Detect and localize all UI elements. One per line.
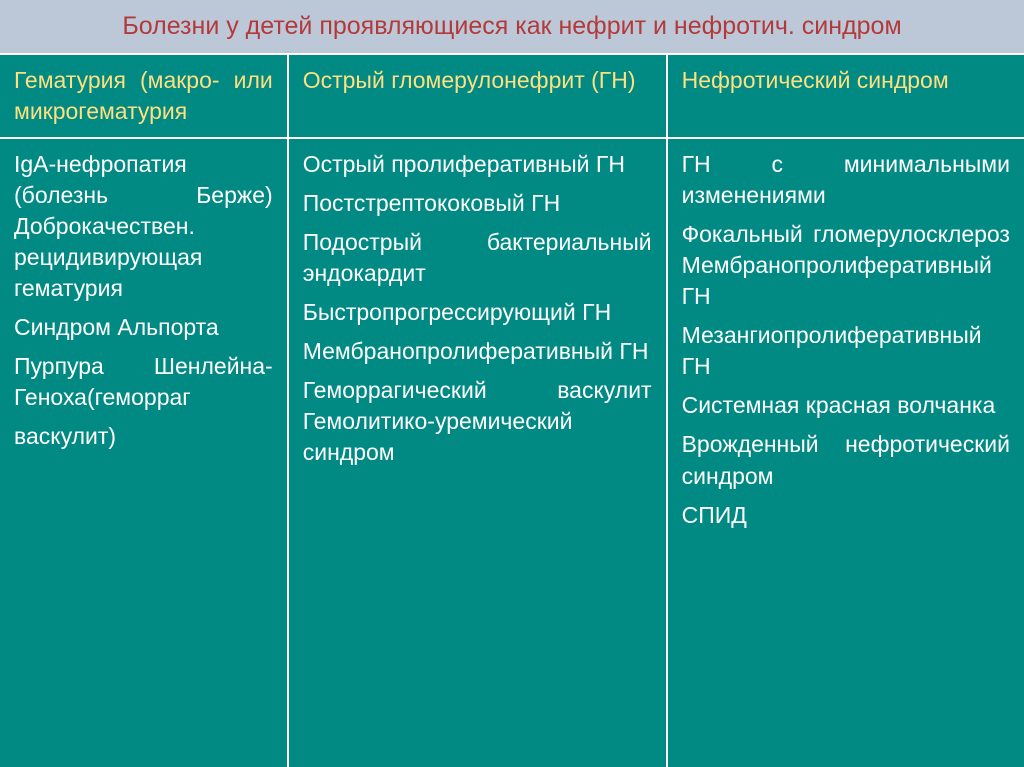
list-item: Системная красная волчанка: [682, 390, 1010, 421]
list-item: Синдром Альпорта: [14, 312, 273, 343]
list-item: Фокальный гломерулосклероз Мембранопроли…: [682, 219, 1010, 312]
table-header-col2: Острый гломерулонефрит (ГН): [287, 53, 666, 139]
table-body-col2: Острый пролиферативный ГН Постстрептококо…: [287, 139, 666, 767]
table-body-col1: IgА-нефропатия (болезнь Берже) Доброкаче…: [0, 139, 287, 767]
list-item: Мембранопролиферативный ГН: [303, 336, 652, 367]
table-header-col1: Гематурия (макро- или микрогематурия: [0, 53, 287, 139]
list-item: Острый пролиферативный ГН: [303, 149, 652, 180]
table-body-col3: ГН с минимальными изменениями Фокальный г…: [666, 139, 1024, 767]
list-item: васкулит): [14, 421, 273, 452]
slide: Болезни у детей проявляющиеся как нефрит…: [0, 0, 1024, 767]
comparison-table: Гематурия (макро- или микрогематурия Ост…: [0, 53, 1024, 767]
list-item: IgА-нефропатия (болезнь Берже) Доброкаче…: [14, 149, 273, 304]
list-item: Быстропрогрессирующий ГН: [303, 297, 652, 328]
list-item: Геморрагический васкулит Гемолитико-урем…: [303, 375, 652, 468]
list-item: Подострый бактериальный эндокардит: [303, 227, 652, 289]
table-header-col3: Нефротический синдром: [666, 53, 1024, 139]
list-item: ГН с минимальными изменениями: [682, 149, 1010, 211]
list-item: Врожденный нефротический синдром: [682, 429, 1010, 491]
list-item: Пурпура Шенлейна-Геноха(геморраг: [14, 351, 273, 413]
list-item: Мезангиопролиферативный ГН: [682, 320, 1010, 382]
list-item: СПИД: [682, 500, 1010, 531]
list-item: Постстрептококовый ГН: [303, 188, 652, 219]
slide-title: Болезни у детей проявляющиеся как нефрит…: [0, 0, 1024, 53]
